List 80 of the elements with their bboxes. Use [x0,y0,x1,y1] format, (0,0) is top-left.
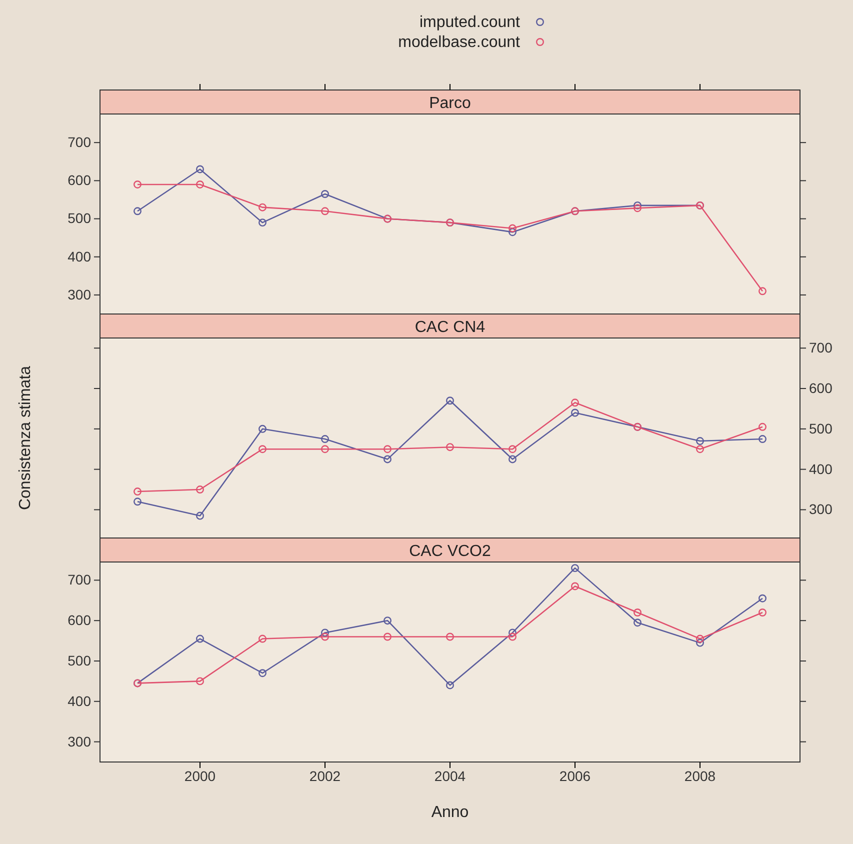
point [258,445,266,454]
point [321,632,329,641]
x-tick-label: 2006 [559,768,591,784]
point [134,180,142,188]
point [634,618,642,627]
point [258,424,266,433]
point [696,445,704,454]
point [384,616,392,625]
point [134,207,142,216]
chart-title: CAC CN4 [414,319,486,336]
x-tick-label: 2008 [684,768,716,784]
y-tick-label: 700 [68,134,92,150]
x-tick-label: 2000 [184,768,216,784]
point [634,204,642,212]
point [134,498,142,506]
y-tick-label: 300 [68,286,92,302]
y-tick-label: 700 [809,340,833,356]
point [196,486,204,494]
point [321,190,329,198]
point [508,455,516,464]
point [446,443,454,452]
point [571,408,579,417]
y-axis-title: Consistenza stimata [17,366,34,510]
legend-label: modelbase.count [398,34,521,51]
y-tick-label: 300 [809,501,833,518]
point [758,422,766,431]
y-tick-label: 700 [68,572,92,588]
point [508,632,516,641]
chart-title: CAC VCO2 [409,543,491,560]
point [321,445,329,454]
point [321,435,329,443]
point [384,445,392,454]
point [258,218,266,227]
point [571,564,579,572]
point [321,628,329,637]
point [696,634,704,643]
chart-title: Parco [429,95,471,112]
point [258,634,266,643]
y-tick-label: 400 [68,248,92,264]
point [696,638,704,647]
y-tick-label: 400 [809,460,833,477]
point [196,180,204,188]
point [508,445,516,454]
point [634,201,642,210]
x-tick-label: 2002 [309,768,341,784]
point [696,437,704,446]
point [758,594,766,602]
point [634,608,642,616]
x-axis-title: Anno [431,804,469,821]
point [446,396,454,405]
y-tick-label: 600 [68,612,92,628]
point [758,287,766,296]
point [196,512,204,520]
point [196,677,204,686]
point [446,632,454,641]
point [196,165,204,174]
x-tick-label: 2004 [434,768,466,784]
point [508,628,516,637]
point [321,207,329,216]
y-tick-label: 600 [809,380,833,396]
y-tick-label: 500 [68,210,92,226]
point [758,608,766,616]
point [258,669,266,678]
legend-label: imputed.count [419,14,521,31]
point [508,224,516,232]
y-tick-label: 400 [68,692,92,709]
point [384,632,392,641]
y-tick-label: 500 [68,652,92,668]
y-tick-label: 500 [809,420,833,436]
point [384,455,392,464]
point [508,228,516,236]
y-tick-label: 600 [68,172,92,188]
point [258,203,266,212]
point [134,488,142,496]
point [758,435,766,443]
point [196,634,204,643]
y-tick-label: 300 [68,733,92,750]
point [446,681,454,690]
point [571,582,579,590]
point [571,398,579,407]
